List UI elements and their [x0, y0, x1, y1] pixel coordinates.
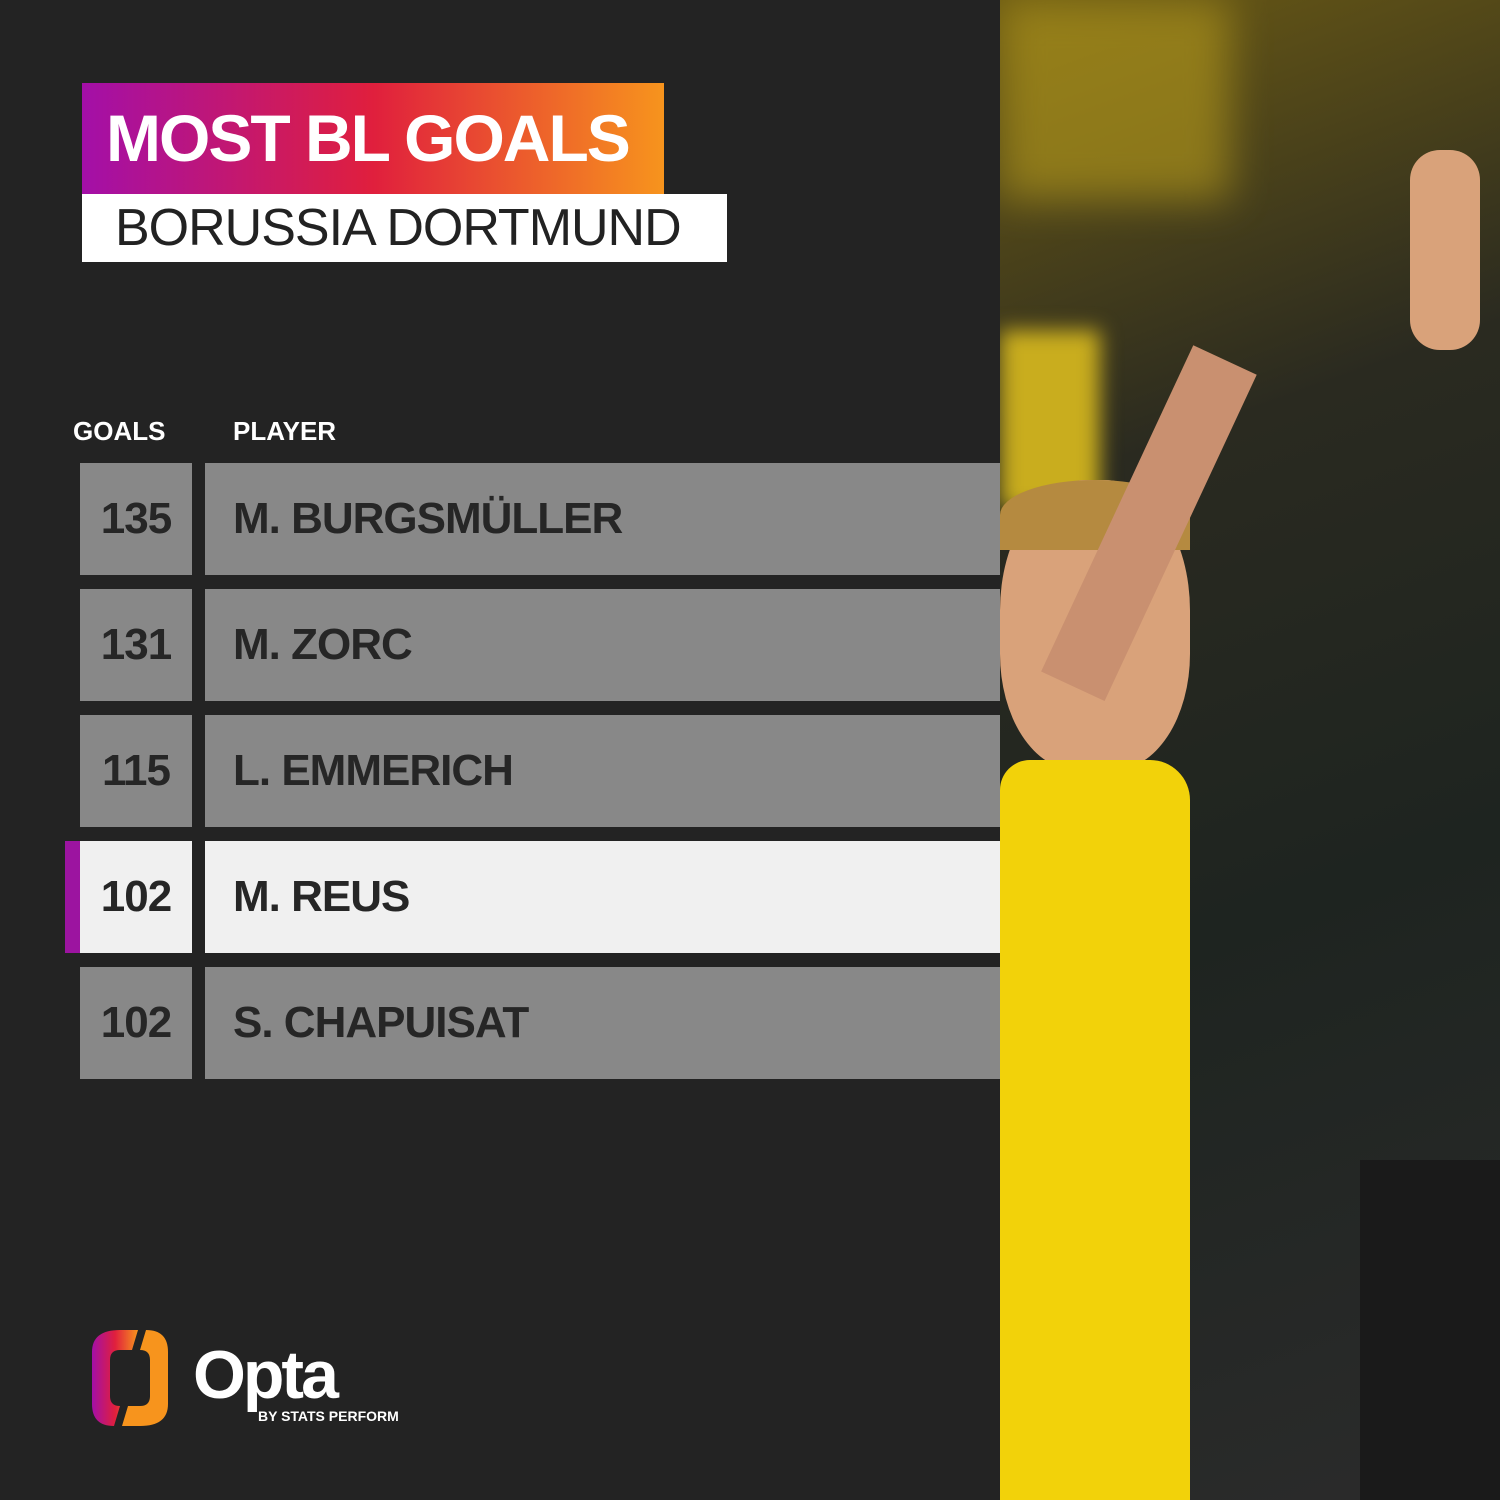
opta-wordmark: Opta	[193, 1337, 339, 1413]
player-photo	[1000, 0, 1500, 1500]
opta-logo-icon	[92, 1330, 168, 1426]
goals-cell: 131	[80, 589, 192, 701]
player-column-header: PLAYER	[233, 416, 337, 446]
table-row: 131 M. ZORC	[80, 589, 1000, 701]
goals-cell: 115	[80, 715, 192, 827]
goals-cell: 102	[80, 967, 192, 1079]
highlight-bar	[65, 841, 80, 953]
goals-column-header: GOALS	[73, 416, 166, 446]
player-cell: L. EMMERICH	[205, 715, 1000, 827]
goals-cell: 102	[80, 841, 192, 953]
goals-cell: 135	[80, 463, 192, 575]
table-row: 102 S. CHAPUISAT	[80, 967, 1000, 1079]
table-row-highlighted: 102 M. REUS	[65, 841, 1000, 953]
player-cell: M. REUS	[205, 841, 1000, 953]
title-banner: MOST BL GOALS	[82, 83, 664, 194]
table-row: 135 M. BURGSMÜLLER	[80, 463, 1000, 575]
player-cell: S. CHAPUISAT	[205, 967, 1000, 1079]
team-subtitle: BORUSSIA DORTMUND	[82, 194, 727, 262]
player-cell: M. ZORC	[205, 589, 1000, 701]
player-cell: M. BURGSMÜLLER	[205, 463, 1000, 575]
opta-tagline: BY STATS PERFORM	[258, 1408, 399, 1424]
table-row: 115 L. EMMERICH	[80, 715, 1000, 827]
